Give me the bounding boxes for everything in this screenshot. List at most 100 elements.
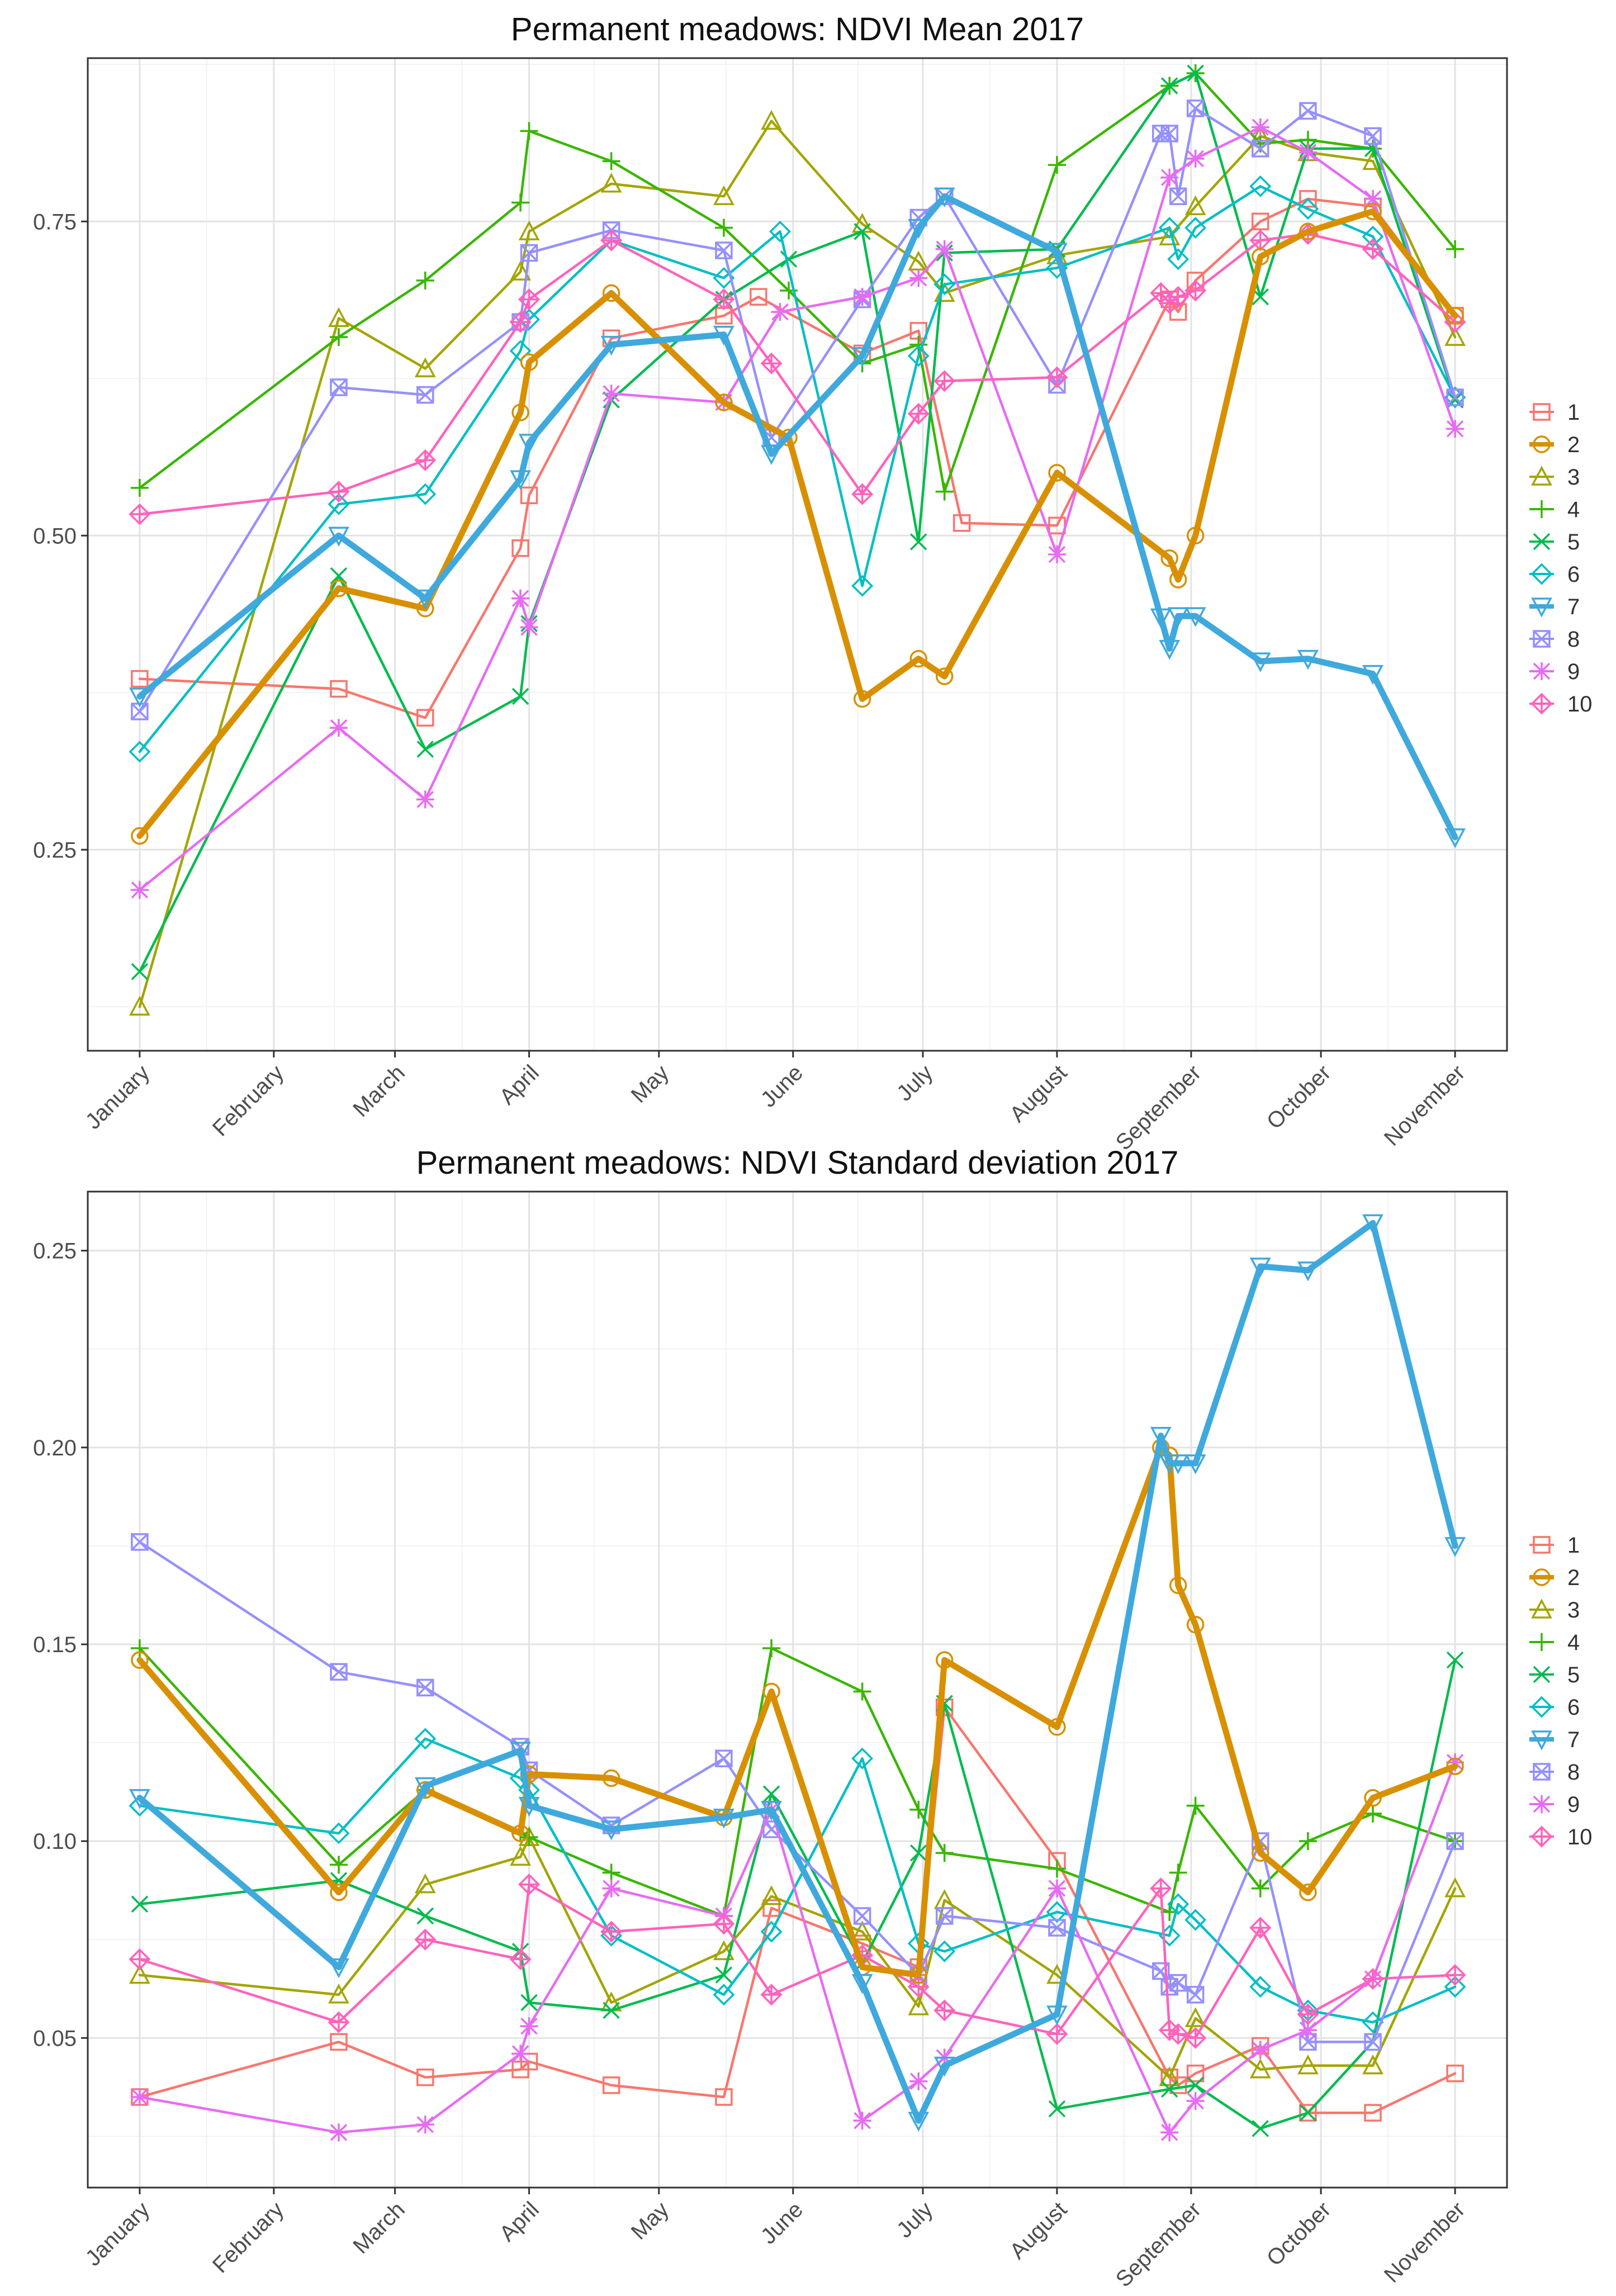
data-point-9	[909, 2072, 928, 2090]
legend-label: 3	[1567, 465, 1580, 490]
legend-key-marker	[1531, 1730, 1552, 1751]
x-tick-label: September	[1111, 2197, 1206, 2292]
data-point-2	[1446, 1757, 1464, 1776]
data-point-9	[909, 269, 928, 287]
data-point-8	[1186, 99, 1205, 117]
data-point-1	[511, 539, 529, 557]
data-point-9	[1186, 149, 1205, 168]
data-point-1	[1299, 2104, 1317, 2122]
data-point-9	[1160, 2123, 1179, 2142]
data-point-10	[509, 1948, 532, 1970]
data-point-6	[129, 741, 151, 763]
data-point-3	[510, 1846, 532, 1866]
data-point-10	[600, 1920, 623, 1943]
x-tick-label: March	[348, 2197, 410, 2259]
data-point-10	[1046, 2023, 1068, 2045]
y-tick-label: 0.10	[33, 1829, 77, 1854]
data-point-6	[851, 1747, 874, 1770]
data-point-5	[1252, 2120, 1269, 2137]
data-point-10	[414, 1928, 437, 1951]
data-point-8	[715, 241, 733, 259]
data-point-2	[1252, 248, 1269, 265]
data-point-2	[602, 284, 620, 302]
data-point-6	[328, 493, 350, 515]
data-point-9	[511, 2044, 530, 2063]
chart-title: Permanent meadows: NDVI Standard deviati…	[416, 1145, 1179, 1181]
x-tick-label: September	[1111, 1060, 1206, 1155]
data-point-1	[1364, 2104, 1382, 2122]
series-line-2	[136, 1444, 1458, 1979]
series-line-2	[136, 208, 1458, 839]
data-point-1	[952, 514, 971, 532]
data-point-6	[907, 345, 930, 367]
data-point-2	[602, 1769, 620, 1787]
x-axis: January February March April May June July Augu…	[81, 1051, 1470, 1155]
y-axis: 0.05 0.10 0.15 0.20 0.25	[33, 1239, 88, 2051]
data-point-8	[1169, 1974, 1187, 1992]
data-point-4	[1048, 1859, 1066, 1878]
data-point-10	[851, 483, 874, 505]
data-point-8	[1364, 2033, 1382, 2051]
plot-background	[88, 58, 1507, 1051]
x-tick-label: November	[1380, 2197, 1470, 2288]
y-axis: 0.25 0.50 0.75	[33, 210, 88, 862]
data-point-9	[130, 2088, 149, 2106]
data-point-3	[1444, 326, 1466, 346]
legend-item-3: 3	[1529, 465, 1580, 490]
data-point-7	[1150, 608, 1172, 629]
data-point-4	[1169, 1863, 1187, 1882]
data-point-5	[1048, 2100, 1066, 2118]
x-tick-label: August	[1005, 1060, 1072, 1127]
data-point-10	[1184, 279, 1207, 302]
data-point-8	[1364, 127, 1382, 145]
data-point-8	[1446, 1832, 1464, 1850]
series-line-1	[138, 197, 1457, 719]
data-point-2	[511, 1824, 529, 1842]
data-point-10	[760, 1984, 783, 2006]
data-point-5	[910, 1844, 927, 1862]
data-point-7	[414, 589, 436, 610]
chart-title: Permanent meadows: NDVI Mean 2017	[511, 11, 1084, 48]
data-point-10	[414, 449, 437, 471]
data-point-8	[1299, 102, 1317, 120]
legend-key-marker	[1530, 563, 1553, 585]
data-point-8	[1160, 125, 1178, 143]
data-point-4	[1251, 1879, 1269, 1897]
data-point-7	[129, 687, 150, 708]
y-tick-label: 0.25	[33, 838, 77, 862]
data-point-6	[1184, 1909, 1207, 1931]
series-line-7	[136, 1220, 1458, 2124]
data-point-7	[328, 526, 349, 547]
data-point-3	[908, 1995, 930, 2015]
data-point-9	[1446, 420, 1465, 438]
data-point-10	[933, 1999, 956, 2022]
series-7	[129, 1214, 1466, 2132]
data-point-6	[509, 340, 532, 362]
data-point-9	[1186, 2092, 1205, 2110]
data-point-8	[1048, 1919, 1066, 1937]
x-tick-label: April	[495, 1060, 544, 1109]
data-point-4	[1048, 156, 1066, 174]
data-point-10	[600, 229, 623, 252]
x-tick-label: October	[1262, 1060, 1336, 1134]
legend-item-4: 4	[1529, 1630, 1580, 1655]
data-point-6	[328, 1822, 350, 1844]
x-tick-label: October	[1262, 2197, 1336, 2271]
legend-key-marker	[1533, 630, 1551, 648]
chart-panel-1: Permanent meadows: NDVI Mean 2017 0.25 0.5…	[33, 11, 1592, 1155]
series-3	[129, 110, 1466, 1016]
data-point-6	[414, 1728, 437, 1750]
legend-label: 3	[1567, 1598, 1580, 1623]
data-point-7	[1046, 243, 1068, 263]
legend-key-marker	[1531, 1598, 1552, 1619]
data-point-6	[713, 1984, 735, 2006]
data-point-9	[853, 2112, 871, 2130]
data-point-10	[518, 288, 541, 311]
data-point-2	[780, 429, 798, 447]
data-point-4	[853, 1682, 871, 1701]
data-point-2	[520, 353, 538, 371]
legend-label: 2	[1567, 1566, 1580, 1590]
data-point-1	[330, 680, 348, 698]
data-point-8	[330, 378, 348, 396]
data-point-7	[600, 335, 622, 356]
